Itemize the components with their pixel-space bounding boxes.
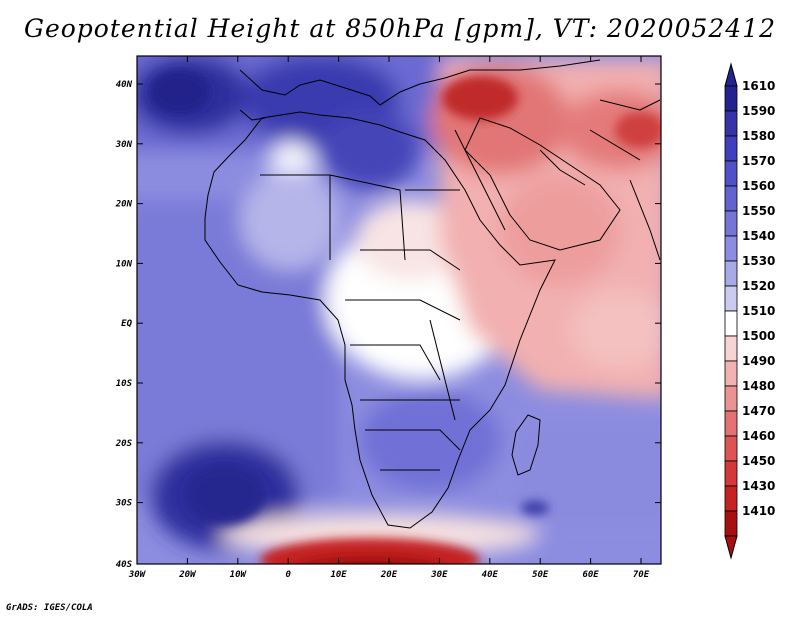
colorbar-swatch [724,210,738,237]
colorbar-label: 1560 [742,179,775,193]
colorbar-label: 1570 [742,154,775,168]
colorbar-swatch [724,285,738,312]
colorbar-swatch [724,160,738,187]
colorbar-label: 1510 [742,304,775,318]
lat-label: 40N [116,80,133,90]
colorbar-label: 1430 [742,479,775,493]
lat-label: 20S [115,439,133,449]
lon-label: 70E [633,570,650,580]
coastlines [204,59,661,529]
lat-label: 30S [115,499,133,509]
colorbar-label: 1530 [742,254,775,268]
colorbar-label: 1550 [742,204,775,218]
colorbar-label: 1410 [742,504,775,518]
colorbar-swatch [724,435,738,462]
colorbar-swatch [724,235,738,262]
lon-label: 10E [330,570,347,580]
lat-label: 40S [116,560,133,570]
lon-label: 50E [532,570,549,580]
lon-label: 0 [285,570,291,580]
colorbar-label: 1460 [742,429,775,443]
map-title: Geopotential Height at 850hPa [gpm], VT:… [23,14,777,43]
colorbar-swatch [724,410,738,437]
colorbar-label: 1490 [742,354,775,368]
colorbar-swatch [724,260,738,287]
colorbar-swatch [724,385,738,412]
colorbar: 1610 1590 1580 1570 1560 1550 1540 1530 1520 1510… [724,62,775,560]
colorbar-label: 1480 [742,379,775,393]
lon-label: 60E [582,570,599,580]
lon-label: 30E [430,570,448,580]
colorbar-swatch [724,110,738,137]
colorbar-label: 1450 [742,454,775,468]
lat-label: 10N [116,259,133,269]
colorbar-swatch [724,460,738,487]
grads-credit: GrADS: IGES/COLA [6,603,93,613]
colorbar-bottom-arrow [724,535,738,560]
colorbar-swatch [724,510,738,537]
colorbar-top-arrow [724,62,738,87]
colorbar-label: 1500 [742,329,775,343]
lon-label: 20E [380,570,398,580]
colorbar-label: 1470 [742,404,775,418]
height-field [137,56,661,564]
colorbar-swatch [724,360,738,387]
colorbar-label: 1520 [742,279,775,293]
colorbar-swatch [724,485,738,512]
lat-label: 10S [116,379,133,389]
longitude-axis: 30W 20W 10W 0 10E 20E 30E 40E 50E 60E 70E [128,56,650,580]
colorbar-label: 1610 [742,79,775,93]
lat-label: EQ [121,319,132,329]
colorbar-swatch [724,185,738,212]
lon-label: 30W [128,570,147,580]
lon-label: 20W [178,570,197,580]
lat-label: 30N [115,140,133,150]
colorbar-swatch [724,310,738,337]
colorbar-label: 1580 [742,129,775,143]
lon-label: 10W [230,570,248,580]
colorbar-swatch [724,335,738,362]
plot-frame [136,55,662,565]
lon-label: 40E [482,570,499,580]
colorbar-swatch [724,135,738,162]
colorbar-label: 1540 [742,229,775,243]
colorbar-label: 1590 [742,104,775,118]
latitude-axis: 40N 30N 20N 10N EQ 10S 20S 30S 40S [115,80,661,570]
lat-label: 20N [115,200,133,210]
colorbar-swatch [724,85,738,112]
